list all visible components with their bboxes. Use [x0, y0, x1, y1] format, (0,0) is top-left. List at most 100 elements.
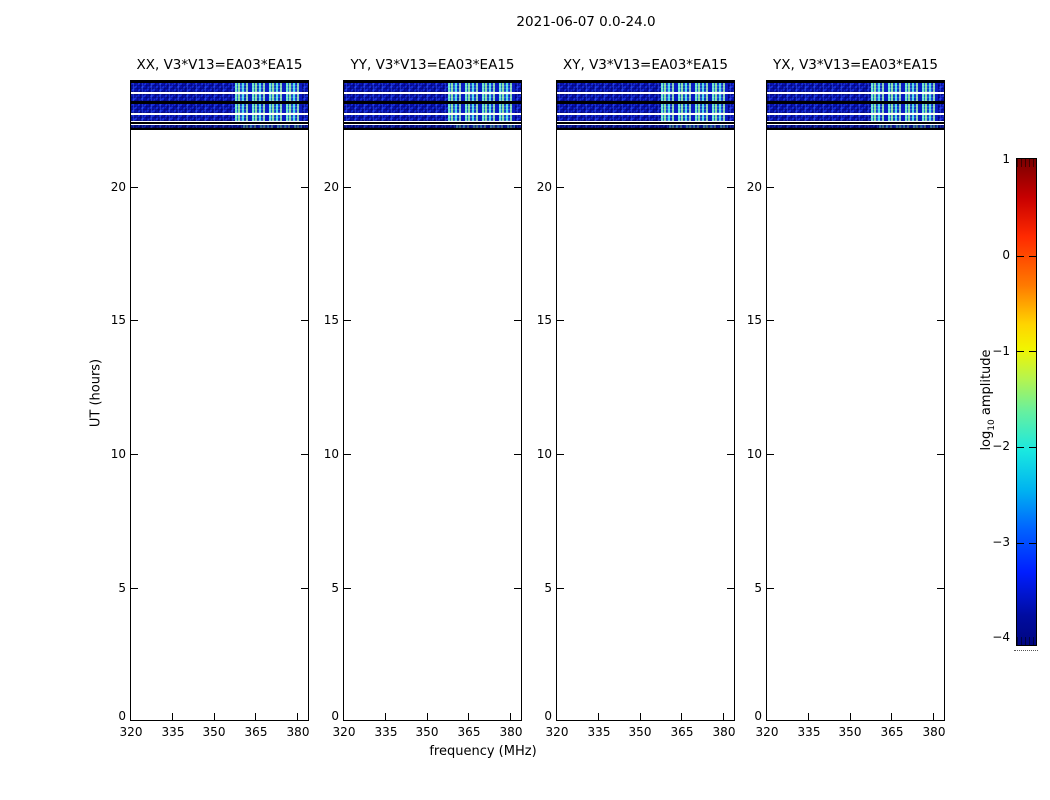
tick-mark: [214, 713, 215, 720]
rfi-bright-patch: [448, 104, 515, 113]
tick-mark: [557, 187, 564, 188]
tick-mark: [723, 713, 724, 720]
tick-mark: [727, 187, 734, 188]
data-gap: [767, 101, 944, 104]
data-gap: [767, 124, 944, 125]
data-row: [767, 83, 944, 92]
tick-mark: [1029, 543, 1036, 544]
tick-mark: [514, 454, 521, 455]
x-tick-label: 365: [244, 725, 268, 739]
data-row-thin: [557, 125, 734, 128]
data-gap: [344, 124, 521, 125]
data-gap: [344, 101, 521, 104]
rfi-bright-patch: [235, 83, 302, 92]
x-tick-label: 380: [286, 725, 310, 739]
tick-mark: [557, 454, 564, 455]
y-tick-label: 15: [536, 313, 552, 327]
colorbar-extend-dots: [1014, 650, 1038, 651]
data-row: [344, 81, 521, 83]
tick-mark: [1029, 351, 1036, 352]
tick-mark: [933, 713, 934, 720]
tick-mark: [557, 320, 564, 321]
x-tick-label: 380: [499, 725, 523, 739]
x-tick-label: 350: [202, 725, 226, 739]
x-tick-label: 320: [755, 725, 779, 739]
tick-mark: [1017, 351, 1024, 352]
y-tick-label: 10: [323, 447, 339, 461]
data-row: [344, 128, 521, 130]
tick-mark: [255, 713, 256, 720]
y-tick-label: 10: [746, 447, 762, 461]
rfi-bright-patch: [871, 115, 938, 121]
rfi-bright-patch: [661, 83, 728, 92]
x-tick-label: 320: [332, 725, 356, 739]
data-gap: [557, 124, 734, 125]
tick-mark: [727, 320, 734, 321]
rfi-bright-patch: [661, 115, 728, 121]
tick-mark: [301, 320, 308, 321]
y-tick-label: 5: [118, 581, 126, 595]
y-tick-label: 0: [544, 709, 552, 723]
x-tick-label: 350: [415, 725, 439, 739]
tick-mark: [131, 454, 138, 455]
colorbar-label-sub: 10: [986, 419, 997, 431]
data-gap: [344, 113, 521, 115]
tick-mark: [767, 320, 774, 321]
data-gap: [767, 92, 944, 94]
data-gap: [131, 101, 308, 104]
y-tick-label: 20: [746, 180, 762, 194]
y-tick-label: 10: [110, 447, 126, 461]
rfi-bright-patch: [235, 115, 302, 121]
data-row: [344, 104, 521, 113]
data-gap: [131, 121, 308, 122]
data-row: [557, 94, 734, 101]
tick-mark: [131, 320, 138, 321]
data-row: [557, 115, 734, 121]
tick-mark: [937, 588, 944, 589]
y-tick-label: 0: [118, 709, 126, 723]
tick-mark: [514, 588, 521, 589]
y-tick-label: 10: [536, 447, 552, 461]
tick-mark: [557, 588, 564, 589]
x-tick-label: 350: [838, 725, 862, 739]
rfi-bright-patch: [871, 104, 938, 113]
y-tick-label: 15: [110, 313, 126, 327]
data-row-thin: [767, 125, 944, 128]
tick-mark: [301, 588, 308, 589]
x-tick-label: 320: [119, 725, 143, 739]
data-gap: [344, 92, 521, 94]
y-tick-label: 5: [331, 581, 339, 595]
x-tick-label: 350: [628, 725, 652, 739]
data-row: [767, 81, 944, 83]
tick-mark: [427, 713, 428, 720]
x-tick-label: 380: [712, 725, 736, 739]
data-gap: [344, 122, 521, 124]
tick-mark: [301, 454, 308, 455]
tick-mark: [1029, 447, 1036, 448]
tick-mark: [301, 187, 308, 188]
tick-mark: [344, 588, 351, 589]
y-tick-label: 5: [544, 581, 552, 595]
tick-mark: [598, 713, 599, 720]
y-tick-label: 0: [754, 709, 762, 723]
tick-mark: [937, 187, 944, 188]
panel-yy-title: YY, V3*V13=EA03*EA15: [350, 57, 515, 73]
y-tick-label: 15: [323, 313, 339, 327]
data-row: [767, 115, 944, 121]
panel-yx: YX, V3*V13=EA03*EA15 20 15: [747, 57, 946, 739]
data-gap: [131, 92, 308, 94]
data-row: [344, 115, 521, 121]
data-row: [344, 94, 521, 101]
panel-xy-title: XY, V3*V13=EA03*EA15: [562, 57, 729, 73]
tick-mark: [727, 588, 734, 589]
rfi-bright-patch: [243, 125, 302, 128]
data-gap: [131, 113, 308, 115]
tick-mark: [514, 320, 521, 321]
data-row: [344, 83, 521, 92]
data-row: [557, 83, 734, 92]
data-row-thin: [131, 125, 308, 128]
data-gap: [557, 113, 734, 115]
tick-mark: [172, 713, 173, 720]
tick-mark: [1017, 543, 1024, 544]
y-tick-label: 20: [536, 180, 552, 194]
